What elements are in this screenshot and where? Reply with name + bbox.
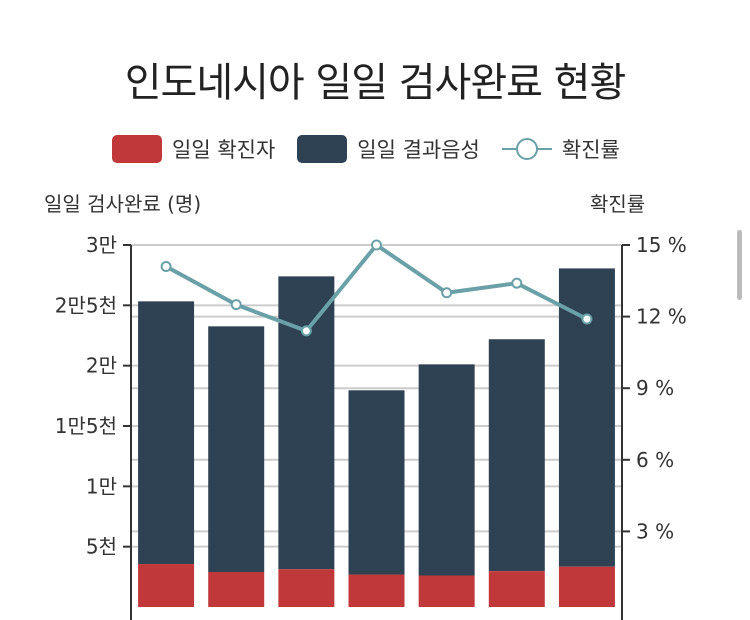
bar-confirmed (138, 564, 195, 607)
rate-point (371, 239, 382, 251)
y2-tick-label: 6 % (636, 448, 674, 472)
legend-line-marker-icon (501, 138, 552, 160)
bar-confirmed (278, 569, 335, 607)
y-tick-label: 2만5천 (55, 293, 117, 317)
rate-point (511, 277, 523, 289)
legend-swatch-red (112, 135, 162, 163)
bar-confirmed (418, 575, 475, 607)
bar-negative (278, 276, 335, 570)
legend-swatch-dark (297, 135, 348, 163)
bar-confirmed (348, 574, 405, 607)
y2-tick-label: 15 % (636, 233, 687, 257)
y2-axis-label: 확진률 (590, 192, 646, 216)
bar-negative (488, 339, 545, 572)
y2-tick-label: 12 % (636, 305, 687, 329)
rate-point (230, 299, 242, 311)
legend-label: 일일 결과음성 (357, 138, 480, 162)
y2-tick-label: 3 % (636, 519, 674, 543)
bar-confirmed (558, 566, 615, 607)
bar-confirmed (488, 571, 545, 607)
y-tick-label: 2만 (86, 354, 117, 378)
legend-item-rate[interactable]: 확진률 (501, 134, 620, 164)
chart-title: 인도네시아 일일 검사완료 현황 (124, 60, 627, 106)
rate-point (441, 287, 453, 299)
y-tick-label: 1만5천 (55, 414, 117, 438)
bar-negative (558, 268, 615, 567)
y2-tick-label: 9 % (636, 376, 674, 400)
legend-item-negative[interactable]: 일일 결과음성 (297, 134, 480, 164)
y-tick-label: 1만 (86, 474, 117, 498)
bar-confirmed (208, 572, 265, 607)
bar-negative (138, 301, 195, 565)
legend: 일일 확진자 일일 결과음성 확진률 (112, 134, 642, 164)
bar-negative (348, 390, 405, 575)
scrollbar[interactable] (737, 230, 742, 300)
rate-point (300, 325, 312, 337)
bar-negative (208, 326, 265, 573)
legend-label: 확진률 (561, 138, 620, 162)
y-axis-label: 일일 검사완료 (명) (44, 192, 202, 216)
y-tick-label: 3만 (86, 233, 117, 257)
y-tick-label: 5천 (86, 535, 117, 559)
bar-negative (418, 364, 475, 576)
legend-label: 일일 확진자 (172, 138, 276, 162)
rate-line (165, 242, 588, 334)
rate-point (160, 260, 172, 272)
legend-item-confirmed[interactable]: 일일 확진자 (112, 134, 275, 164)
rate-point (581, 313, 593, 325)
